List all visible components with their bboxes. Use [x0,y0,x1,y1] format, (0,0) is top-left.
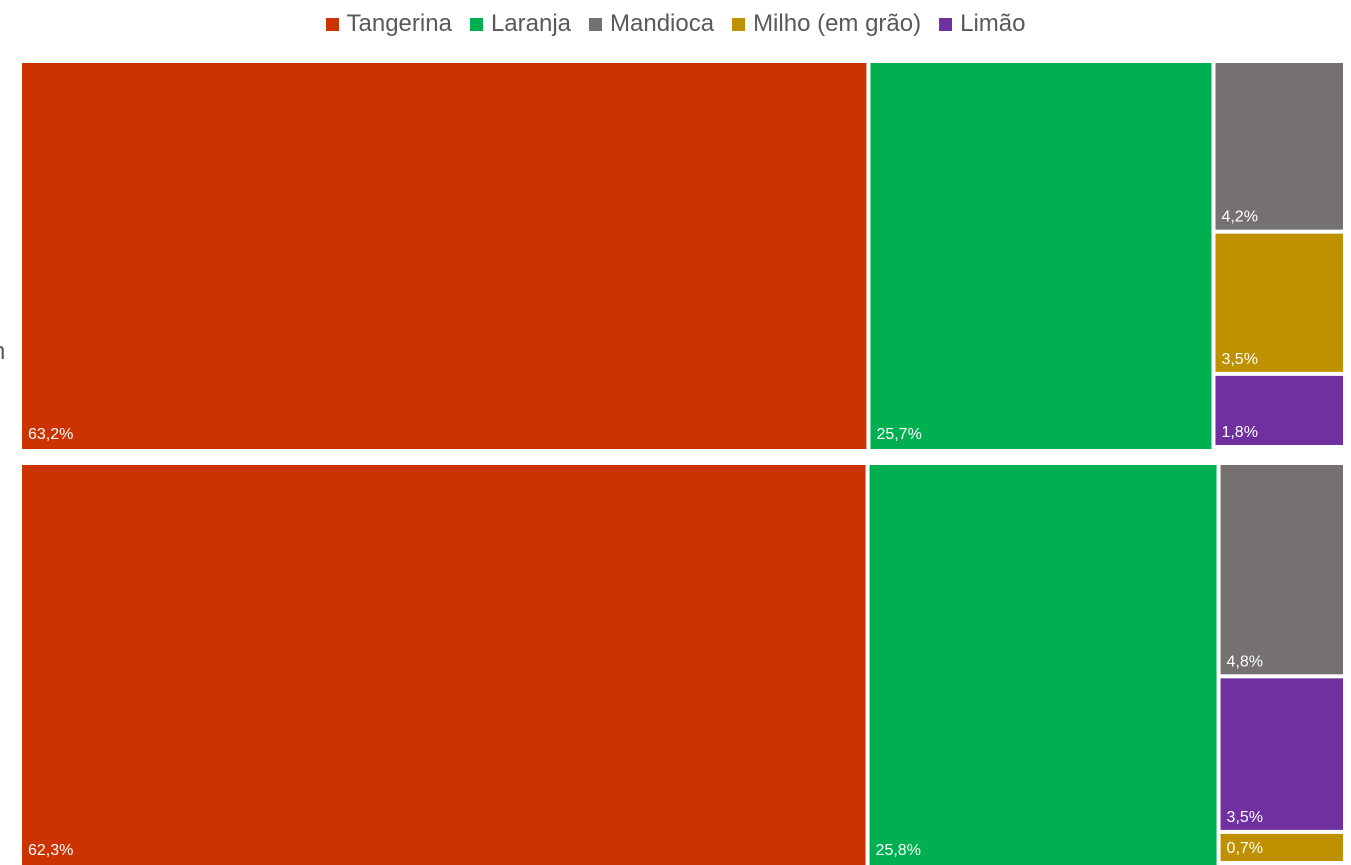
tile-mandioca [1215,63,1343,230]
legend-swatch [469,17,483,31]
tile-milho-em-gr-o- [1215,233,1343,372]
legend-swatch [325,17,339,31]
clipped-axis-label: n [0,340,8,364]
tile-value-label: 25,8% [876,842,921,859]
tile-value-label: 25,7% [876,426,921,443]
tile-value-label: 1,8% [1221,424,1257,441]
legend-label: Limão [960,10,1026,37]
legend-entry: Tangerina [325,10,452,38]
tile-tangerina [22,63,867,449]
legend-label: Laranja [490,10,571,37]
tile-laranja [870,63,1212,449]
legend-swatch [589,17,602,31]
legend-entry: Mandioca [589,10,714,38]
tile-value-label: 3,5% [1227,809,1263,826]
tile-laranja [869,465,1217,865]
tile-value-label: 4,2% [1221,209,1257,226]
tile-value-label: 4,8% [1227,653,1263,670]
legend-entry: Milho (em grão) [732,10,921,38]
tile-mandioca [1220,465,1343,675]
tile-lim-o [1215,375,1343,445]
tile-tangerina [22,465,866,865]
legend-entry: Laranja [469,10,571,38]
tile-value-label: 3,5% [1221,351,1257,368]
tile-value-label: 63,2% [28,426,73,443]
tile-value-label: 0,7% [1227,840,1263,857]
legend-entry: Limão [939,10,1025,38]
legend-label: Tangerina [346,10,452,37]
legend-swatch [732,17,746,31]
legend-label: Mandioca [610,10,715,37]
tile-value-label: 62,3% [28,842,73,859]
tile-lim-o [1220,678,1343,830]
legend-swatch [939,17,953,31]
tile-milho-em-gr-o- [1220,833,1343,861]
chart-legend: Tangerina Laranja Mandioca Milho (em grão) L… [0,0,1351,48]
legend-label: Milho (em grão) [753,10,922,37]
